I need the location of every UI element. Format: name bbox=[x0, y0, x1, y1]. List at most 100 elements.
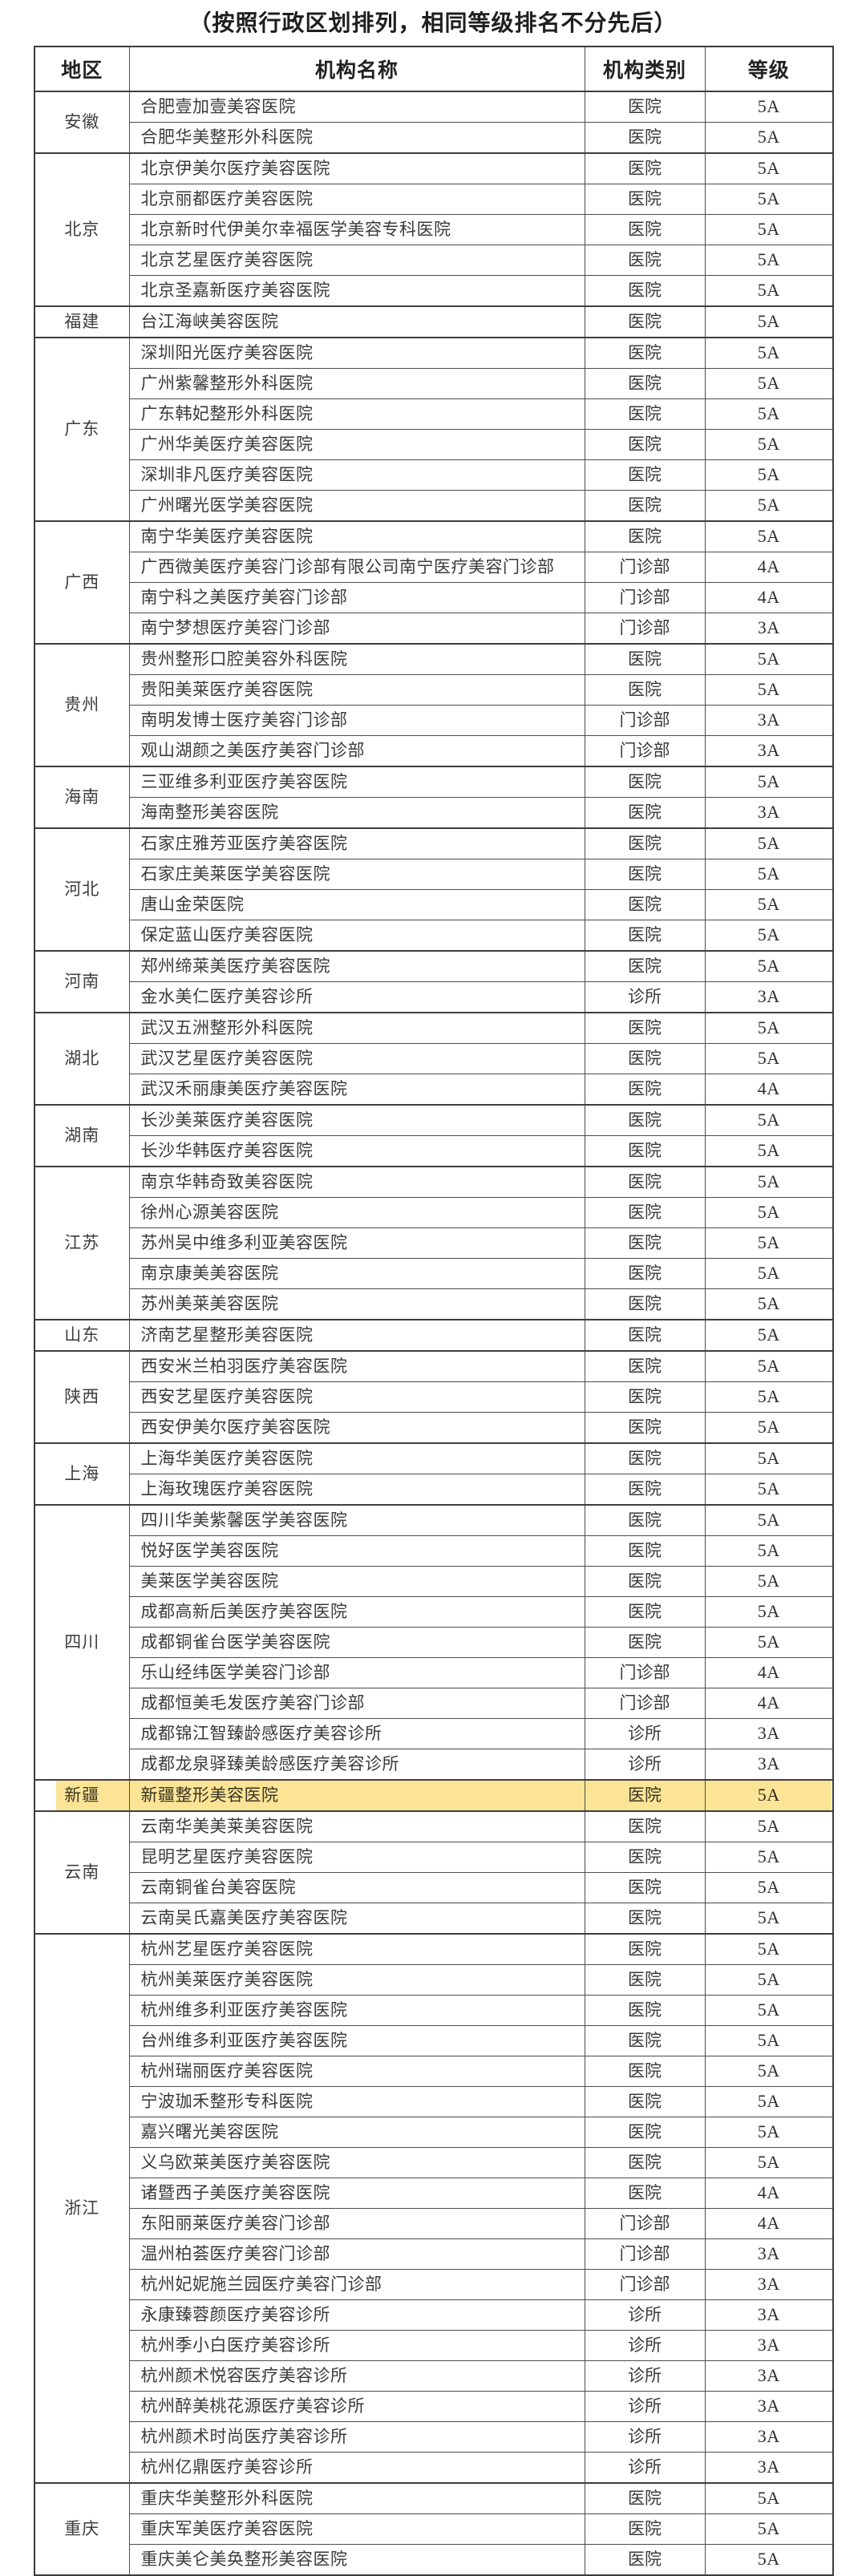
table-row: 长沙华韩医疗美容医院 医院 5A bbox=[34, 1134, 834, 1167]
table-row: 徐州心源美容医院 医院 5A bbox=[34, 1196, 834, 1228]
grade-cell: 5A bbox=[704, 827, 834, 859]
category-cell: 医院 bbox=[584, 367, 706, 399]
institution-name-cell: 广东韩妃整形外科医院 bbox=[128, 398, 585, 430]
institution-name-cell: 上海玫瑰医疗美容医院 bbox=[128, 1473, 585, 1506]
category-cell: 医院 bbox=[584, 1411, 706, 1444]
category-cell: 医院 bbox=[584, 2116, 706, 2148]
institutions-table: 地区 机构名称 机构类别 等级 安徽 合肥壹加壹美容医院 医院 5A 合肥华美整形外科医… bbox=[34, 45, 834, 2576]
institution-name-cell: 西安伊美尔医疗美容医院 bbox=[128, 1411, 585, 1444]
table-row: 西安艺星医疗美容医院 医院 5A bbox=[34, 1381, 834, 1413]
category-cell: 医院 bbox=[584, 888, 706, 920]
grade-cell: 3A bbox=[704, 1748, 834, 1781]
category-cell: 医院 bbox=[584, 2146, 706, 2178]
grade-cell: 5A bbox=[704, 90, 834, 123]
grade-cell: 5A bbox=[704, 1103, 834, 1136]
institution-name-cell: 贵州整形口腔美容外科医院 bbox=[128, 642, 585, 675]
institution-name-cell: 永康臻蓉颜医疗美容诊所 bbox=[128, 2299, 585, 2331]
institution-name-cell: 杭州艺星医疗美容医院 bbox=[128, 1932, 585, 1965]
table-row: 杭州妃妮施兰园医疗美容门诊部 门诊部 3A bbox=[34, 2268, 834, 2300]
institution-name-cell: 合肥壹加壹美容医院 bbox=[128, 90, 585, 123]
institution-name-cell: 石家庄美莱医学美容医院 bbox=[128, 858, 585, 890]
grade-cell: 5A bbox=[704, 1535, 834, 1567]
institution-name-cell: 西安艺星医疗美容医院 bbox=[128, 1381, 585, 1413]
institution-name-cell: 诸暨西子美医疗美容医院 bbox=[128, 2177, 585, 2209]
table-row: 苏州吴中维多利亚美容医院 医院 5A bbox=[34, 1227, 834, 1259]
table-row: 山东 济南艺星整形美容医院 医院 5A bbox=[34, 1318, 834, 1352]
region-cell: 海南 bbox=[34, 765, 130, 829]
institution-name-cell: 杭州醉美桃花源医疗美容诊所 bbox=[128, 2390, 585, 2422]
category-cell: 医院 bbox=[584, 673, 706, 706]
category-cell: 医院 bbox=[584, 1381, 706, 1413]
table-row: 南宁梦想医疗美容门诊部 门诊部 3A bbox=[34, 612, 834, 645]
category-cell: 诊所 bbox=[584, 2451, 706, 2484]
grade-cell: 5A bbox=[704, 1473, 834, 1506]
category-cell: 医院 bbox=[584, 1503, 706, 1536]
category-cell: 医院 bbox=[584, 2513, 706, 2545]
category-cell: 医院 bbox=[584, 1626, 706, 1658]
grade-cell: 5A bbox=[704, 1902, 834, 1935]
category-cell: 医院 bbox=[584, 1318, 706, 1352]
institution-name-cell: 三亚维多利亚医疗美容医院 bbox=[128, 765, 585, 798]
grade-cell: 5A bbox=[704, 949, 834, 982]
grade-cell: 5A bbox=[704, 305, 834, 338]
table-row: 广州紫馨整形外科医院 医院 5A bbox=[34, 367, 834, 399]
grade-cell: 4A bbox=[704, 1073, 834, 1106]
institution-name-cell: 海南整形美容医院 bbox=[128, 796, 585, 829]
table-row: 广州曙光医学美容医院 医院 5A bbox=[34, 489, 834, 522]
category-cell: 医院 bbox=[584, 244, 706, 276]
grade-cell: 5A bbox=[704, 1442, 834, 1474]
table-row: 南宁科之美医疗美容门诊部 门诊部 4A bbox=[34, 581, 834, 613]
table-row: 石家庄美莱医学美容医院 医院 5A bbox=[34, 858, 834, 890]
category-cell: 医院 bbox=[584, 1227, 706, 1259]
table-row: 北京新时代伊美尔幸福医学美容专科医院 医院 5A bbox=[34, 213, 834, 245]
institution-name-cell: 云南吴氏嘉美医疗美容医院 bbox=[128, 1902, 585, 1935]
table-row: 杭州美莱医疗美容医院 医院 5A bbox=[34, 1963, 834, 1996]
category-cell: 诊所 bbox=[584, 2420, 706, 2453]
region-cell: 河北 bbox=[34, 827, 130, 952]
institution-name-cell: 四川华美紫馨医学美容医院 bbox=[128, 1503, 585, 1536]
category-cell: 医院 bbox=[584, 2024, 706, 2056]
institution-name-cell: 北京新时代伊美尔幸福医学美容专科医院 bbox=[128, 213, 585, 245]
table-row: 温州柏荟医疗美容门诊部 门诊部 3A bbox=[34, 2238, 834, 2270]
category-cell: 医院 bbox=[584, 1778, 706, 1812]
institution-name-cell: 温州柏荟医疗美容门诊部 bbox=[128, 2238, 585, 2270]
table-row: 福建 台江海峡美容医院 医院 5A bbox=[34, 305, 834, 338]
grade-cell: 5A bbox=[704, 274, 834, 307]
institution-name-cell: 武汉五洲整形外科医院 bbox=[128, 1011, 585, 1044]
region-cell: 湖南 bbox=[34, 1103, 130, 1167]
institution-name-cell: 苏州吴中维多利亚美容医院 bbox=[128, 1227, 585, 1259]
category-cell: 医院 bbox=[584, 1902, 706, 1935]
grade-cell: 3A bbox=[704, 2299, 834, 2331]
table-row: 湖北 武汉五洲整形外科医院 医院 5A bbox=[34, 1011, 834, 1106]
category-cell: 医院 bbox=[584, 336, 706, 369]
table-row: 重庆军美医疗美容医院 医院 5A bbox=[34, 2513, 834, 2545]
category-cell: 医院 bbox=[584, 213, 706, 245]
table-row: 云南铜雀台美容医院 医院 5A bbox=[34, 1871, 834, 1903]
institution-name-cell: 徐州心源美容医院 bbox=[128, 1196, 585, 1228]
category-cell: 门诊部 bbox=[584, 1656, 706, 1688]
table-row: 杭州颜术悦容医疗美容诊所 诊所 3A bbox=[34, 2360, 834, 2392]
grade-cell: 3A bbox=[704, 612, 834, 645]
institution-name-cell: 贵阳美莱医疗美容医院 bbox=[128, 673, 585, 706]
institution-name-cell: 广州紫馨整形外科医院 bbox=[128, 367, 585, 399]
table-row: 成都高新后美医疗美容医院 医院 5A bbox=[34, 1595, 834, 1628]
institution-name-cell: 成都龙泉驿臻美龄感医疗美容诊所 bbox=[128, 1748, 585, 1781]
institution-name-cell: 南宁梦想医疗美容门诊部 bbox=[128, 612, 585, 645]
institution-name-cell: 杭州季小白医疗美容诊所 bbox=[128, 2329, 585, 2361]
table-row: 成都锦江智臻龄感医疗美容诊所 诊所 3A bbox=[34, 1717, 834, 1749]
region-cell: 山东 bbox=[34, 1318, 130, 1352]
region-cell: 上海 bbox=[34, 1442, 130, 1506]
table-row: 南京康美美容医院 医院 5A bbox=[34, 1257, 834, 1289]
institution-name-cell: 成都铜雀台医学美容医院 bbox=[128, 1626, 585, 1658]
category-cell: 医院 bbox=[584, 1073, 706, 1106]
category-cell: 医院 bbox=[584, 1595, 706, 1628]
grade-cell: 5A bbox=[704, 1011, 834, 1044]
category-cell: 门诊部 bbox=[584, 734, 706, 767]
table-row: 北京 北京伊美尔医疗美容医院 医院 5A bbox=[34, 152, 834, 307]
institution-name-cell: 义乌欧莱美医疗美容医院 bbox=[128, 2146, 585, 2178]
grade-cell: 5A bbox=[704, 1134, 834, 1167]
region-cell: 安徽 bbox=[34, 90, 130, 154]
table-row: 贵州 贵州整形口腔美容外科医院 医院 5A bbox=[34, 642, 834, 767]
category-cell: 医院 bbox=[584, 2543, 706, 2576]
region-cell: 江苏 bbox=[34, 1165, 130, 1320]
